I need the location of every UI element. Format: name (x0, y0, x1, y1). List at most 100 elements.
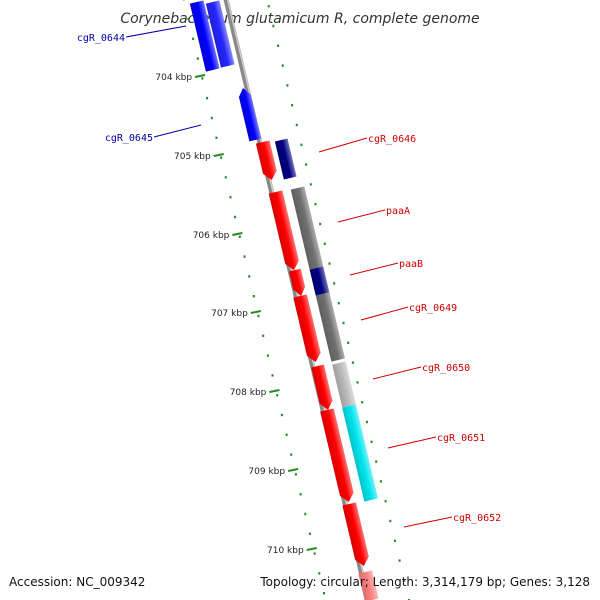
tick-mark (384, 500, 387, 503)
tick-mark (234, 215, 237, 219)
gene-cgr-0652[interactable] (342, 502, 370, 567)
major-tick (194, 74, 206, 78)
tick-mark (290, 453, 293, 456)
gene-cgr-0646[interactable] (255, 140, 279, 181)
tick-mark (365, 420, 368, 424)
tick-mark (187, 17, 190, 21)
feature-track (274, 138, 379, 502)
tick-mark (238, 235, 241, 238)
tick-mark (337, 302, 340, 305)
major-tick (232, 232, 243, 236)
gene-cgr-0649[interactable] (293, 294, 322, 363)
feature-navy-2[interactable] (309, 266, 330, 296)
gene-cgr-0651[interactable] (320, 408, 355, 503)
tick-mark (393, 539, 396, 542)
tick-mark (262, 334, 265, 337)
gene-label[interactable]: cgR_0650 (422, 363, 470, 374)
accession-text: Accession: NC_009342 (9, 575, 146, 589)
tick-mark (206, 97, 209, 100)
tick-mark (220, 156, 223, 159)
gene-label[interactable]: cgR_0646 (368, 134, 416, 145)
gene-paaa[interactable] (268, 190, 301, 271)
tick-mark (271, 374, 274, 377)
tick-mark (389, 519, 392, 523)
gene-paab[interactable] (289, 268, 307, 298)
tick-mark (370, 440, 373, 443)
gene-label-leader (337, 209, 386, 223)
kbp-label: 705 kbp (174, 152, 211, 162)
feature-navy-1[interactable] (274, 138, 297, 180)
gene-next[interactable] (358, 570, 379, 600)
tick-mark (323, 592, 325, 595)
tick-mark (347, 341, 350, 344)
tick-mark (252, 295, 255, 298)
tick-mark (342, 321, 345, 325)
tick-mark (276, 394, 279, 397)
gene-label[interactable]: cgR_0651 (437, 433, 485, 444)
genome-stats-text: Topology: circular; Length: 3,314,179 bp… (260, 575, 590, 589)
feature-lightgray[interactable] (332, 361, 356, 408)
major-tick (306, 547, 317, 551)
tick-mark (351, 361, 354, 364)
gene-label[interactable]: paaA (386, 206, 410, 217)
tick-mark (318, 572, 321, 575)
tick-mark (267, 5, 270, 8)
gene-label-leader (403, 516, 453, 528)
tick-mark (224, 176, 227, 179)
gene-label[interactable]: cgR_0649 (409, 303, 457, 314)
gene-label[interactable]: cgR_0645 (105, 133, 153, 144)
tick-mark (333, 282, 336, 285)
gene-label-leader (125, 25, 187, 38)
tick-mark (398, 559, 401, 562)
tick-mark (361, 401, 364, 404)
feature-gray-1[interactable] (290, 186, 324, 270)
gene-label[interactable]: cgR_0652 (453, 513, 501, 524)
tick-mark (309, 183, 312, 186)
tick-mark (285, 433, 288, 436)
gene-track (189, 0, 379, 600)
tick-mark (299, 493, 302, 496)
kbp-label: 704 kbp (155, 73, 192, 83)
tick-mark (304, 512, 307, 516)
tick-mark (403, 579, 406, 582)
gene-label-leader (360, 306, 409, 321)
tick-mark (243, 255, 246, 258)
tick-mark (294, 473, 297, 476)
feature-gray-2[interactable] (315, 292, 346, 362)
kbp-label: 708 kbp (230, 388, 267, 398)
gene-labels: cgR_0644 cgR_0645 cgR_0646 paaA paaB cgR_0649… (77, 25, 501, 528)
tick-mark (248, 275, 251, 278)
tick-mark (266, 354, 269, 357)
kbp-label: 707 kbp (211, 309, 248, 319)
tick-marks-left (182, 0, 325, 595)
tick-mark (286, 84, 289, 87)
kbp-label: 706 kbp (193, 231, 230, 241)
gene-cgr-0644-a[interactable] (189, 0, 220, 72)
gene-cgr-0645[interactable] (237, 87, 262, 142)
tick-mark (319, 222, 322, 226)
kbp-labels: 704 kbp 705 kbp 706 kbp 707 kbp 708 kbp 709 k… (155, 73, 317, 556)
tick-mark (215, 136, 218, 139)
gene-cgr-0650[interactable] (311, 364, 334, 412)
tick-mark (281, 64, 284, 67)
tick-mark (295, 123, 298, 127)
tick-mark (375, 460, 378, 463)
tick-mark (291, 104, 294, 107)
major-tick (287, 468, 299, 472)
feature-cyan[interactable] (342, 404, 379, 502)
gene-cgr-0644-b[interactable] (205, 0, 235, 68)
tick-mark (308, 532, 311, 535)
gene-label[interactable]: paaB (399, 259, 423, 270)
tick-mark (277, 44, 280, 47)
tick-mark (201, 77, 204, 80)
major-tick (213, 153, 224, 157)
gene-label-leader (387, 436, 437, 449)
gene-label[interactable]: cgR_0644 (77, 33, 125, 44)
tick-marks-right (267, 5, 410, 600)
tick-mark (328, 262, 331, 265)
tick-mark (300, 143, 303, 146)
tick-mark (196, 57, 199, 60)
tick-mark (229, 196, 232, 199)
tick-mark (323, 242, 326, 245)
